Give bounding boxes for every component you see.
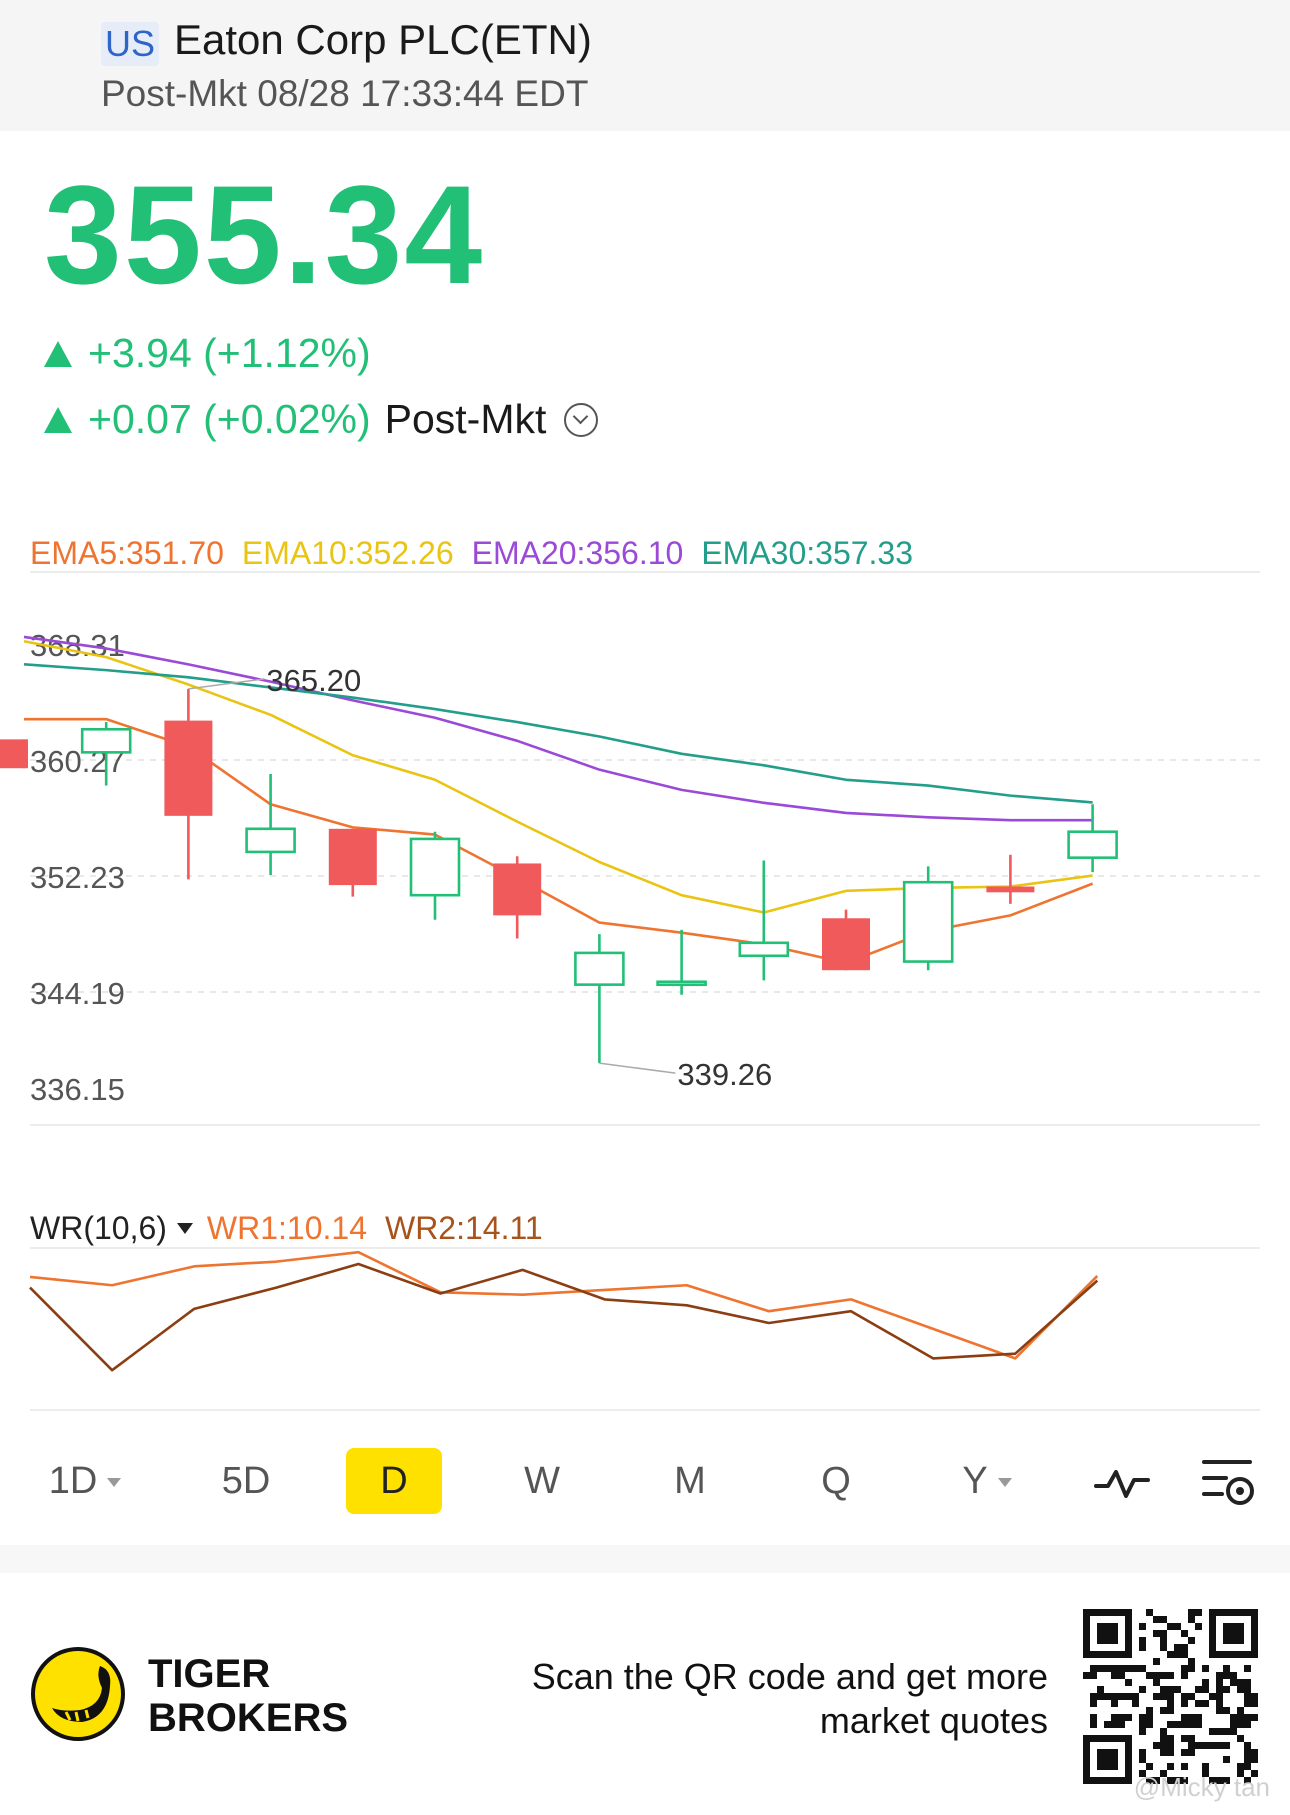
low-annotation: 339.26 [677, 1057, 772, 1092]
ema10-legend: EMA10:352.26 [241, 535, 454, 571]
candle-body [1067, 830, 1118, 859]
post-change-value: +0.07 (+0.02%) [88, 396, 371, 442]
candle-body [0, 739, 28, 769]
tab-d[interactable]: D [346, 1448, 442, 1514]
y-tick-label: 336.15 [30, 1072, 125, 1107]
candle [738, 860, 790, 981]
series-line-ema30 [23, 663, 1093, 804]
last-price: 355.34 [44, 156, 485, 313]
wr-indicator-name: WR(10,6) [30, 1210, 167, 1246]
candle [574, 934, 625, 1064]
candle-body [409, 837, 461, 897]
candle-body [574, 951, 625, 986]
candle-body [822, 918, 870, 971]
candle [328, 828, 377, 897]
footer-divider [0, 1545, 1290, 1573]
wr-indicator-chart[interactable] [0, 1240, 1290, 1420]
stock-name: Eaton Corp PLC(ETN) [174, 16, 592, 63]
wr1-value: WR1:10.14 [206, 1210, 367, 1246]
watermark: @Micky tan [1133, 1772, 1270, 1802]
qr-promo-text: Scan the QR code and get more market quo… [488, 1655, 1048, 1743]
candle-body [245, 827, 296, 854]
tab-1d[interactable]: 1D [30, 1448, 140, 1514]
market-badge: US [101, 22, 159, 66]
high-leader-line [188, 678, 265, 690]
caret-down-icon[interactable] [176, 1223, 193, 1234]
candle-body [80, 727, 132, 754]
quote-header: US Eaton Corp PLC(ETN) Post-Mkt 08/28 17… [0, 0, 1290, 131]
caret-down-icon [997, 1478, 1012, 1488]
candle [986, 854, 1035, 904]
y-tick-label: 344.19 [30, 976, 125, 1011]
candle [80, 722, 132, 786]
chevron-down-icon[interactable] [564, 402, 599, 437]
tiger-brokers-wordmark: TIGER BROKERS [148, 1652, 348, 1740]
wr-line-wr1 [29, 1250, 1099, 1360]
tab-w[interactable]: W [524, 1460, 560, 1502]
candle-body [493, 863, 542, 916]
qr-code-icon[interactable] [1082, 1608, 1258, 1784]
candle [0, 739, 28, 769]
ema5-legend: EMA5:351.70 [30, 535, 224, 571]
ema30-legend: EMA30:357.33 [701, 535, 914, 571]
session-time: Post-Mkt 08/28 17:33:44 EDT [101, 73, 589, 114]
y-tick-label: 352.23 [30, 860, 125, 895]
scan-line-2: market quotes [819, 1700, 1048, 1741]
wr2-value: WR2:14.11 [384, 1210, 543, 1246]
series-line-ema20 [23, 635, 1093, 822]
candle [656, 929, 707, 995]
candle-body [656, 980, 707, 987]
candle [822, 909, 870, 971]
candle [164, 688, 213, 880]
ema-legend: EMA5:351.70 EMA10:352.26 EMA20:356.10 EMA30… [30, 535, 931, 572]
tab-5d[interactable]: 5D [221, 1460, 271, 1502]
tab-y-label: Y [962, 1460, 988, 1502]
tab-m[interactable]: M [674, 1460, 706, 1502]
candlestick-chart[interactable]: 368.31360.27352.23344.19336.15365.20339.… [0, 560, 1290, 1130]
candle-body [328, 828, 377, 886]
candle [1067, 804, 1118, 873]
tab-y[interactable]: Y [932, 1448, 1042, 1514]
brand-line-2: BROKERS [148, 1696, 349, 1740]
high-annotation: 365.20 [266, 663, 361, 698]
post-market-change[interactable]: +0.07 (+0.02%) Post-Mkt [44, 396, 599, 443]
low-leader-line [599, 1062, 676, 1074]
wr-legend[interactable]: WR(10,6) WR1:10.14 WR2:14.11 [30, 1210, 543, 1247]
period-tabs: 1D 5D D W M Q Y [0, 1448, 1290, 1518]
chart-settings-icon[interactable] [1200, 1454, 1258, 1510]
candle-body [164, 720, 213, 816]
candle [493, 856, 542, 939]
post-market-label: Post-Mkt [384, 396, 547, 442]
candle [902, 866, 954, 971]
candle [409, 831, 461, 920]
tab-q[interactable]: Q [821, 1460, 851, 1502]
caret-down-icon [107, 1478, 122, 1488]
brand-line-1: TIGER [148, 1652, 271, 1696]
tab-1d-label: 1D [48, 1460, 98, 1502]
day-change: +3.94 (+1.12%) [44, 330, 371, 377]
tiger-logo-icon [31, 1647, 125, 1741]
wr-line-wr2 [29, 1262, 1099, 1372]
up-triangle-icon [44, 406, 72, 433]
up-triangle-icon [44, 340, 72, 367]
candle-body [738, 941, 790, 958]
pulse-icon[interactable] [1094, 1460, 1150, 1504]
ema20-legend: EMA20:356.10 [471, 535, 684, 571]
day-change-value: +3.94 (+1.12%) [88, 330, 371, 376]
candle-body [986, 886, 1035, 893]
candle [245, 773, 296, 875]
candle-body [902, 880, 954, 963]
scan-line-1: Scan the QR code and get more [531, 1656, 1048, 1697]
